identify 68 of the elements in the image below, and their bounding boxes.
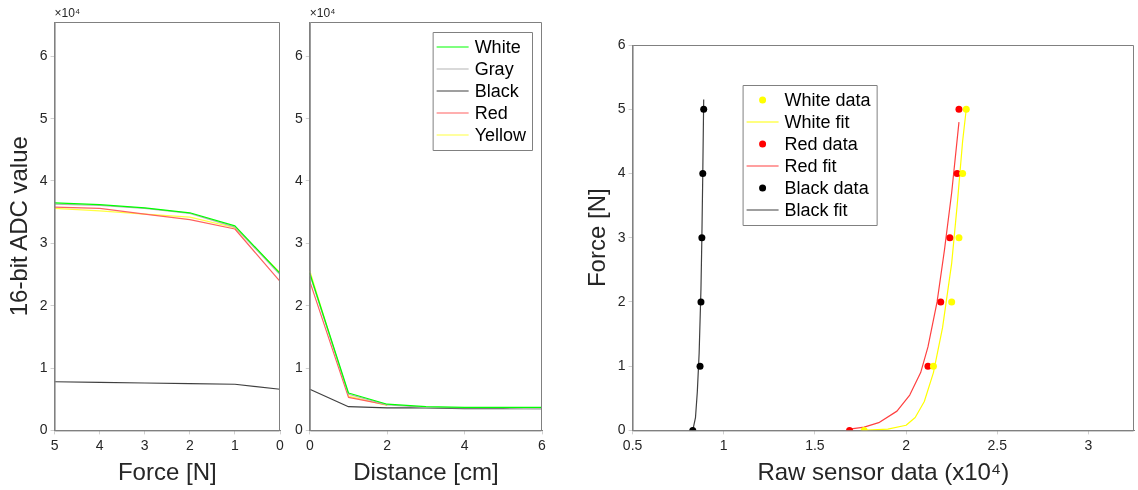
y-tick-label: 6: [617, 35, 626, 52]
legend-label: Gray: [474, 58, 514, 79]
x-tick-label: 2.5: [987, 436, 1008, 453]
x-tick-label: 3: [1084, 436, 1093, 453]
point: [948, 298, 956, 306]
x-tick-label: 2: [383, 436, 392, 453]
y-tick-label: 5: [294, 109, 303, 126]
legend-label: Black: [474, 80, 520, 101]
y-tick-label: 6: [39, 47, 48, 64]
point: [696, 362, 704, 370]
legend-label: Black data: [784, 177, 870, 198]
legend-label: Red: [474, 102, 508, 123]
point: [698, 234, 706, 242]
x-tick-label: 1: [719, 436, 728, 453]
y-tick-label: 5: [617, 100, 626, 117]
y-tick-label: 1: [617, 357, 626, 374]
y-tick-label: 0: [39, 421, 48, 438]
x-tick-label: 2: [185, 436, 194, 453]
legend-label: Black fit: [784, 199, 848, 220]
point: [946, 234, 954, 242]
point: [955, 105, 963, 113]
legend-label: White fit: [784, 111, 850, 132]
point: [959, 169, 967, 177]
y-tick-label: 4: [39, 171, 48, 188]
x-tick-label: 0: [305, 436, 314, 453]
x-tick-label: 2: [902, 436, 911, 453]
y-tick-label: 3: [39, 234, 48, 251]
y-tick-label: 4: [617, 164, 626, 181]
point: [700, 105, 708, 113]
x-tick-label: 3: [140, 436, 149, 453]
y-tick-label: 1: [39, 358, 48, 375]
x-tick-label: 4: [460, 436, 469, 453]
y-tick-label: 6: [294, 47, 303, 64]
y-tick-label: 4: [294, 171, 303, 188]
x-axis-title: Raw sensor data (x10⁴): [757, 458, 1010, 486]
x-tick-label: 0.5: [622, 436, 643, 453]
legend-label: Yellow: [474, 124, 527, 145]
legend-label: Red fit: [784, 155, 837, 176]
point: [697, 298, 705, 306]
x-axis-title: Distance [cm]: [353, 458, 499, 486]
y-tick-label: 2: [617, 292, 626, 309]
text: ×10⁴: [54, 6, 81, 21]
y-axis-title: Force [N]: [583, 188, 611, 288]
point: [699, 169, 707, 177]
text: ×10⁴: [309, 6, 336, 21]
y-tick-label: 5: [39, 109, 48, 126]
point: [962, 105, 970, 113]
y-axis-title: 16-bit ADC value: [5, 136, 33, 317]
x-tick-label: 5: [50, 436, 59, 453]
x-tick-label: 0: [276, 436, 285, 453]
x-tick-label: 1.5: [805, 436, 825, 453]
x-tick-label: 4: [95, 436, 104, 453]
point: [929, 362, 937, 370]
x-tick-label: 6: [538, 436, 547, 453]
legend-label: Red data: [784, 133, 859, 154]
y-tick-label: 0: [617, 421, 626, 438]
x-tick-label: 1: [231, 436, 240, 453]
x-axis-title: Force [N]: [117, 458, 217, 486]
y-tick-label: 2: [294, 296, 303, 313]
y-tick-label: 1: [294, 358, 303, 375]
legend-label: White data: [784, 89, 872, 110]
y-tick-label: 2: [39, 296, 48, 313]
y-tick-label: 3: [617, 228, 626, 245]
y-tick-label: 0: [294, 421, 303, 438]
point: [937, 298, 945, 306]
legend-label: White: [474, 36, 521, 57]
point: [955, 234, 963, 242]
y-tick-label: 3: [294, 234, 303, 251]
